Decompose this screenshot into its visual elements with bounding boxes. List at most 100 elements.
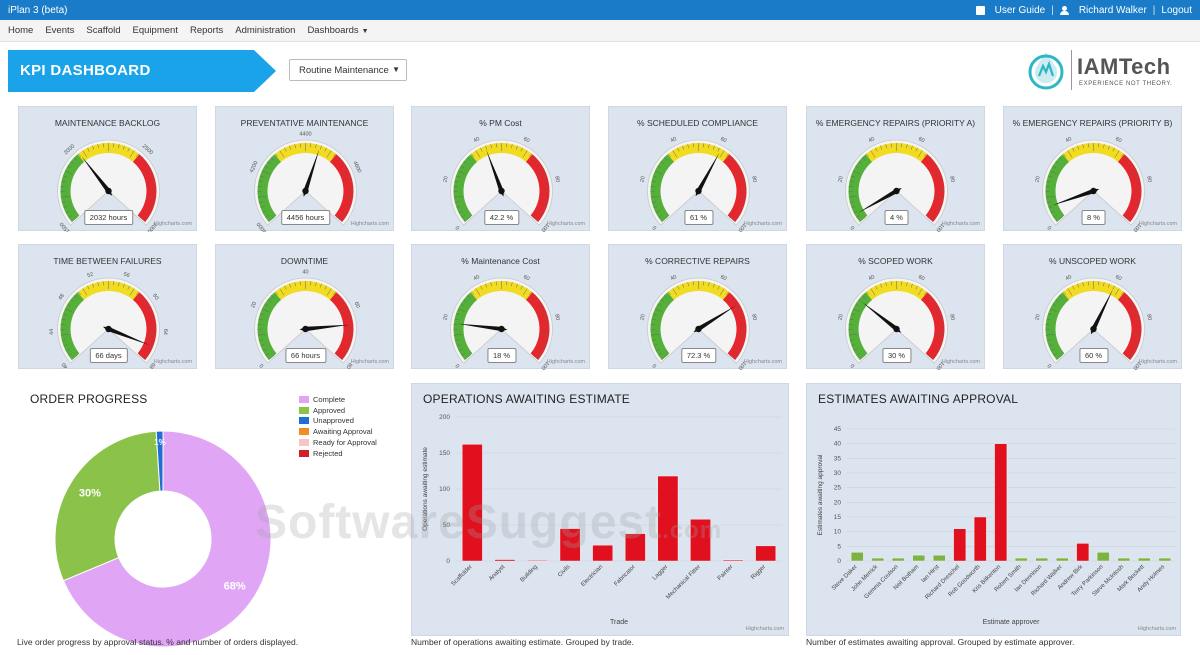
gauge-tick [341, 308, 350, 313]
legend-item-ready-for-approval[interactable]: Ready for Approval [299, 437, 377, 448]
gauge-tick [852, 170, 861, 175]
menu-item-scaffold[interactable]: Scaffold [86, 25, 121, 36]
bar-richard-dreschel[interactable] [953, 528, 967, 562]
donut-slice-unapproved[interactable] [155, 430, 164, 492]
gauge-tick [341, 170, 350, 175]
gauge-tick [717, 147, 720, 152]
gauge-tick [654, 170, 663, 175]
chart-credit: Highcharts.com [153, 359, 192, 365]
bar-painter[interactable] [722, 559, 744, 562]
bar-ian-hirst[interactable] [932, 554, 946, 562]
gauge-tick [538, 353, 542, 356]
bar-gemma-coulson[interactable] [891, 557, 905, 562]
gauge-tick [875, 147, 878, 152]
y-tick-label: 45 [834, 426, 842, 433]
gauge-needle [102, 326, 150, 346]
donut-slice-approved[interactable] [54, 430, 161, 582]
gauge-tick [856, 353, 860, 356]
gauge-tick [1046, 339, 1051, 341]
maintenance-type-select[interactable]: Routine Maintenance ▼ [289, 59, 407, 81]
menu-item-events[interactable]: Events [45, 25, 75, 36]
gauge-tick [92, 145, 95, 150]
bar-rigger[interactable] [755, 545, 777, 562]
bar-terry-parkinson[interactable] [1096, 551, 1110, 562]
menu-item-reports[interactable]: Reports [189, 25, 224, 36]
bar-lagger[interactable] [657, 475, 679, 562]
gauge-tick [145, 215, 149, 218]
bar-electrician[interactable] [592, 544, 614, 562]
gauge-tick [257, 333, 266, 336]
gauge-tick [135, 291, 139, 295]
gauge-tick [471, 291, 475, 295]
legend-item-rejected[interactable]: Rejected [299, 448, 377, 459]
gauge-tick [1046, 318, 1051, 321]
gauge-tick [926, 216, 934, 223]
gauge-card-preventative-maintenance: PREVENTATIVE MAINTENANCE 4000 4200 4400 4600… [215, 106, 394, 232]
x-tick-label: Mechanical Fitter [665, 564, 702, 601]
gauge-tick [268, 354, 276, 361]
gauge-tick [485, 145, 488, 150]
gauge-tick [1052, 303, 1057, 307]
bar-fabricator[interactable] [624, 533, 646, 562]
legend-item-awaiting-approval[interactable]: Awaiting Approval [299, 426, 377, 437]
gauge-card-maintenance-cost: % Maintenance Cost 0 20 40 60 80 100 18 % Highch… [411, 244, 590, 370]
gauge-tick [917, 150, 923, 158]
legend-swatch [299, 417, 309, 425]
bar-andy-holmes[interactable] [1158, 557, 1172, 562]
gauge-tick [62, 313, 67, 316]
menu-item-equipment[interactable]: Equipment [132, 25, 178, 36]
user-name-link[interactable]: Richard Walker [1078, 4, 1147, 16]
chart-credit: Highcharts.com [153, 221, 192, 227]
gauge-tick [118, 282, 120, 287]
gauge-tick [655, 210, 660, 214]
gauge-tick [340, 161, 344, 165]
legend-item-complete[interactable]: Complete [299, 394, 377, 405]
x-tick-label: Civils [557, 564, 571, 578]
gauge-tick [906, 144, 908, 149]
bar-john-merrick[interactable] [871, 557, 885, 562]
legend-item-approved[interactable]: Approved [299, 405, 377, 416]
gauge-card-unscoped-work: % UNSCOPED WORK 0 20 40 60 80 100 60 % Highchart… [1003, 244, 1182, 370]
legend-item-unapproved[interactable]: Unapproved [299, 416, 377, 427]
gauge-tick [1053, 215, 1057, 218]
bar-ian-dennison[interactable] [1035, 557, 1049, 562]
menu-item-dashboards[interactable]: Dashboards ▼ [307, 25, 368, 36]
gauge-tick [1130, 353, 1134, 356]
gauge-tick [851, 344, 856, 347]
bar-steve-mcintosh[interactable] [1117, 557, 1131, 562]
user-guide-link[interactable]: User Guide [994, 4, 1046, 16]
gauge-tick [475, 150, 481, 158]
bar-steve-daker[interactable] [850, 551, 864, 562]
gauge-title: % SCOPED WORK [858, 256, 933, 266]
bar-neil-botham[interactable] [912, 554, 926, 562]
gauge-tick [1136, 180, 1141, 183]
gauge-tick [275, 153, 279, 157]
bar-analyst[interactable] [494, 559, 516, 562]
bar-kris-bitkenton[interactable] [994, 443, 1008, 562]
gauge-hub [695, 187, 702, 195]
gauge-tick-label: 40 [61, 361, 70, 370]
bar-scaffolder[interactable] [461, 444, 483, 562]
gauge-tick [1103, 282, 1105, 287]
gauge-tick [68, 215, 72, 218]
gauge-tick [739, 206, 744, 209]
bar-civils[interactable] [559, 528, 581, 562]
bar-rob-goodworth[interactable] [973, 516, 987, 562]
gauge-tick [885, 282, 887, 287]
bar-building[interactable] [527, 559, 548, 562]
bar-robert-smith[interactable] [1014, 557, 1028, 562]
gauge-tick-label: 0 [455, 362, 462, 368]
gauge-tick-label: 0 [1047, 362, 1054, 368]
bar-andrew-birk[interactable] [1076, 543, 1090, 562]
bar-richard-walker[interactable] [1055, 557, 1069, 562]
donut-slice-complete[interactable] [62, 430, 272, 648]
gauge-tick [917, 288, 923, 296]
gauge-hub [1090, 325, 1097, 333]
menu-item-administration[interactable]: Administration [235, 25, 296, 36]
bar-mechanical-fitter[interactable] [690, 519, 711, 562]
menu-item-home[interactable]: Home [8, 25, 34, 36]
bar-mark-beckett[interactable] [1137, 557, 1151, 562]
gauge-tick [741, 201, 746, 203]
logout-link[interactable]: Logout [1161, 4, 1192, 16]
gauge-tick [931, 299, 935, 303]
